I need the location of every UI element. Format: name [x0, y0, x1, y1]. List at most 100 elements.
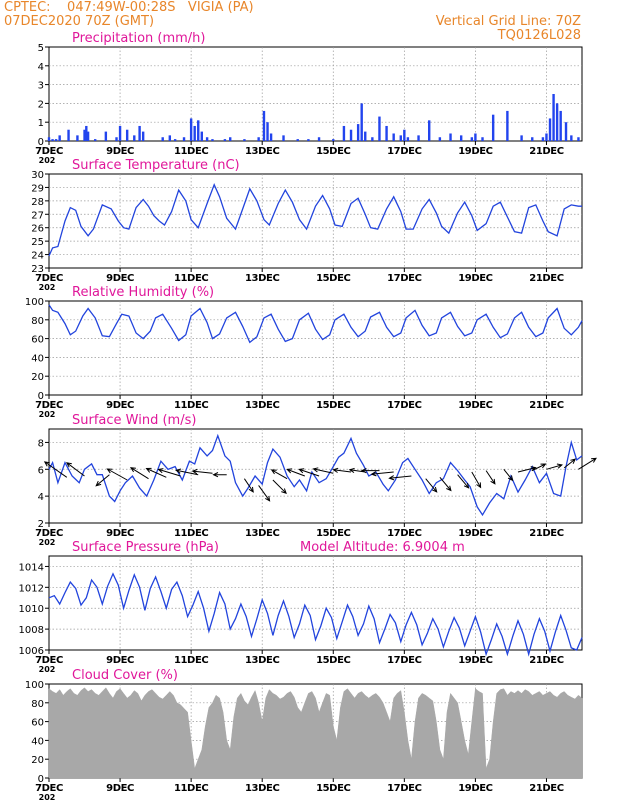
cloud_cover-xtick-label: 17DEC: [387, 783, 421, 794]
wind-vector: [370, 471, 394, 477]
temperature-ytick-label: 28: [31, 197, 44, 208]
pressure-annotation: Model Altitude: 6.9004 m: [300, 540, 465, 555]
precipitation-bar: [168, 135, 172, 141]
wind-xtick-label: 19DEC: [458, 528, 492, 539]
temperature-xtick-label: 7DEC: [35, 273, 63, 284]
pressure-xtick-label: 19DEC: [458, 655, 492, 666]
temperature-xtick-label: 15DEC: [316, 273, 350, 284]
precipitation-bar: [200, 131, 203, 141]
precipitation-bar: [417, 135, 420, 141]
precipitation-bar: [223, 139, 227, 141]
precipitation-xtick-label: 7DEC: [35, 146, 63, 157]
precipitation-year-fragment: 202: [39, 156, 56, 165]
pressure-ytick-label: 1006: [19, 646, 44, 657]
precipitation-bar: [332, 139, 335, 141]
header-date: 07DEC2020 70Z (GMT): [4, 14, 155, 29]
precipitation-bar: [282, 135, 285, 141]
temperature-xtick-label: 21DEC: [529, 273, 563, 284]
temperature-xtick-label: 17DEC: [387, 273, 421, 284]
precipitation-bar: [307, 139, 310, 141]
precipitation-ytick-label: 0: [38, 137, 44, 148]
precipitation-bar: [197, 120, 200, 141]
humidity-xtick-label: 19DEC: [458, 400, 492, 411]
precipitation-bar: [531, 137, 534, 141]
cloud_cover-xtick-label: 13DEC: [245, 783, 279, 794]
wind-vector: [439, 476, 452, 492]
pressure-ytick-label: 1010: [19, 604, 44, 615]
wind-xtick-label: 13DEC: [245, 528, 279, 539]
precipitation-bar: [559, 110, 562, 141]
precipitation-ytick-label: 3: [38, 81, 44, 92]
temperature-ytick-label: 26: [31, 224, 44, 235]
cloud_cover-xtick-label: 21DEC: [529, 783, 563, 794]
precipitation-xtick-label: 17DEC: [387, 146, 421, 157]
precipitation-bar: [76, 135, 79, 141]
humidity-xtick-label: 9DEC: [106, 400, 134, 411]
precipitation-bar: [474, 133, 477, 141]
precipitation-bar: [125, 129, 129, 141]
precipitation-bar: [262, 110, 266, 141]
precipitation-bar: [459, 135, 463, 141]
precipitation-bar: [577, 137, 580, 141]
pressure-ytick-label: 1008: [19, 625, 44, 636]
precipitation-bar: [399, 135, 402, 141]
temperature-title: Surface Temperature (nC): [72, 158, 240, 173]
pressure-ytick-label: 1014: [19, 562, 44, 573]
wind-xtick-label: 11DEC: [174, 528, 208, 539]
wind-vector: [243, 478, 254, 493]
precipitation-bar: [552, 94, 555, 141]
humidity-title: Relative Humidity (%): [72, 285, 214, 300]
wind-vector: [517, 466, 537, 473]
precipitation-bar: [193, 125, 196, 141]
precipitation-xtick-label: 21DEC: [529, 146, 563, 157]
temperature-xtick-label: 19DEC: [458, 273, 492, 284]
precipitation-bar: [371, 137, 374, 141]
cloud_cover-xtick-label: 9DEC: [106, 783, 134, 794]
precipitation-bar: [182, 137, 186, 141]
precipitation-bar: [564, 122, 568, 141]
wind-vector: [298, 468, 320, 477]
precipitation-bar: [438, 137, 442, 141]
precipitation-bar: [491, 114, 495, 141]
precipitation-xtick-label: 9DEC: [106, 146, 134, 157]
pressure-xtick-label: 9DEC: [106, 655, 134, 666]
wind-frame: [48, 428, 583, 524]
temperature-ytick-label: 25: [31, 237, 44, 248]
temperature-ytick-label: 24: [31, 251, 44, 262]
precipitation-bar: [51, 139, 54, 141]
cloud_cover-ytick-label: 60: [31, 718, 44, 729]
cloud_cover-ytick-label: 20: [31, 755, 44, 766]
pressure-xtick-label: 21DEC: [529, 655, 563, 666]
wind-vector: [546, 463, 564, 470]
wind-vector: [532, 463, 547, 472]
precipitation-bar: [570, 135, 573, 141]
pressure-xtick-label: 15DEC: [316, 655, 350, 666]
wind-xtick-label: 21DEC: [529, 528, 563, 539]
cloud_cover-xtick-label: 11DEC: [174, 783, 208, 794]
wind-vector: [129, 467, 149, 480]
precipitation-bar: [173, 139, 177, 141]
pressure-xtick-label: 17DEC: [387, 655, 421, 666]
precipitation-bar: [317, 137, 321, 141]
wind-vector: [286, 468, 305, 477]
wind-vector: [43, 461, 68, 478]
wind-vector: [312, 467, 334, 474]
humidity-xtick-label: 21DEC: [529, 400, 563, 411]
precipitation-xtick-label: 11DEC: [174, 146, 208, 157]
wind-vector: [332, 467, 352, 473]
pressure-year-fragment: 202: [39, 665, 56, 674]
humidity-ytick-label: 40: [31, 353, 44, 364]
temperature-ytick-label: 27: [31, 210, 44, 221]
humidity-ytick-label: 0: [38, 391, 44, 402]
wind-line: [48, 433, 583, 517]
precipitation-bar: [104, 131, 108, 141]
precipitation-bar: [296, 139, 299, 141]
precipitation-bar: [548, 118, 552, 141]
temperature-ytick-label: 29: [31, 183, 44, 194]
precipitation-bar: [481, 137, 484, 141]
precipitation-ytick-label: 5: [38, 43, 44, 54]
precipitation-bar: [83, 129, 86, 141]
precipitation-bar: [243, 139, 246, 141]
wind-year-fragment: 202: [39, 538, 56, 547]
